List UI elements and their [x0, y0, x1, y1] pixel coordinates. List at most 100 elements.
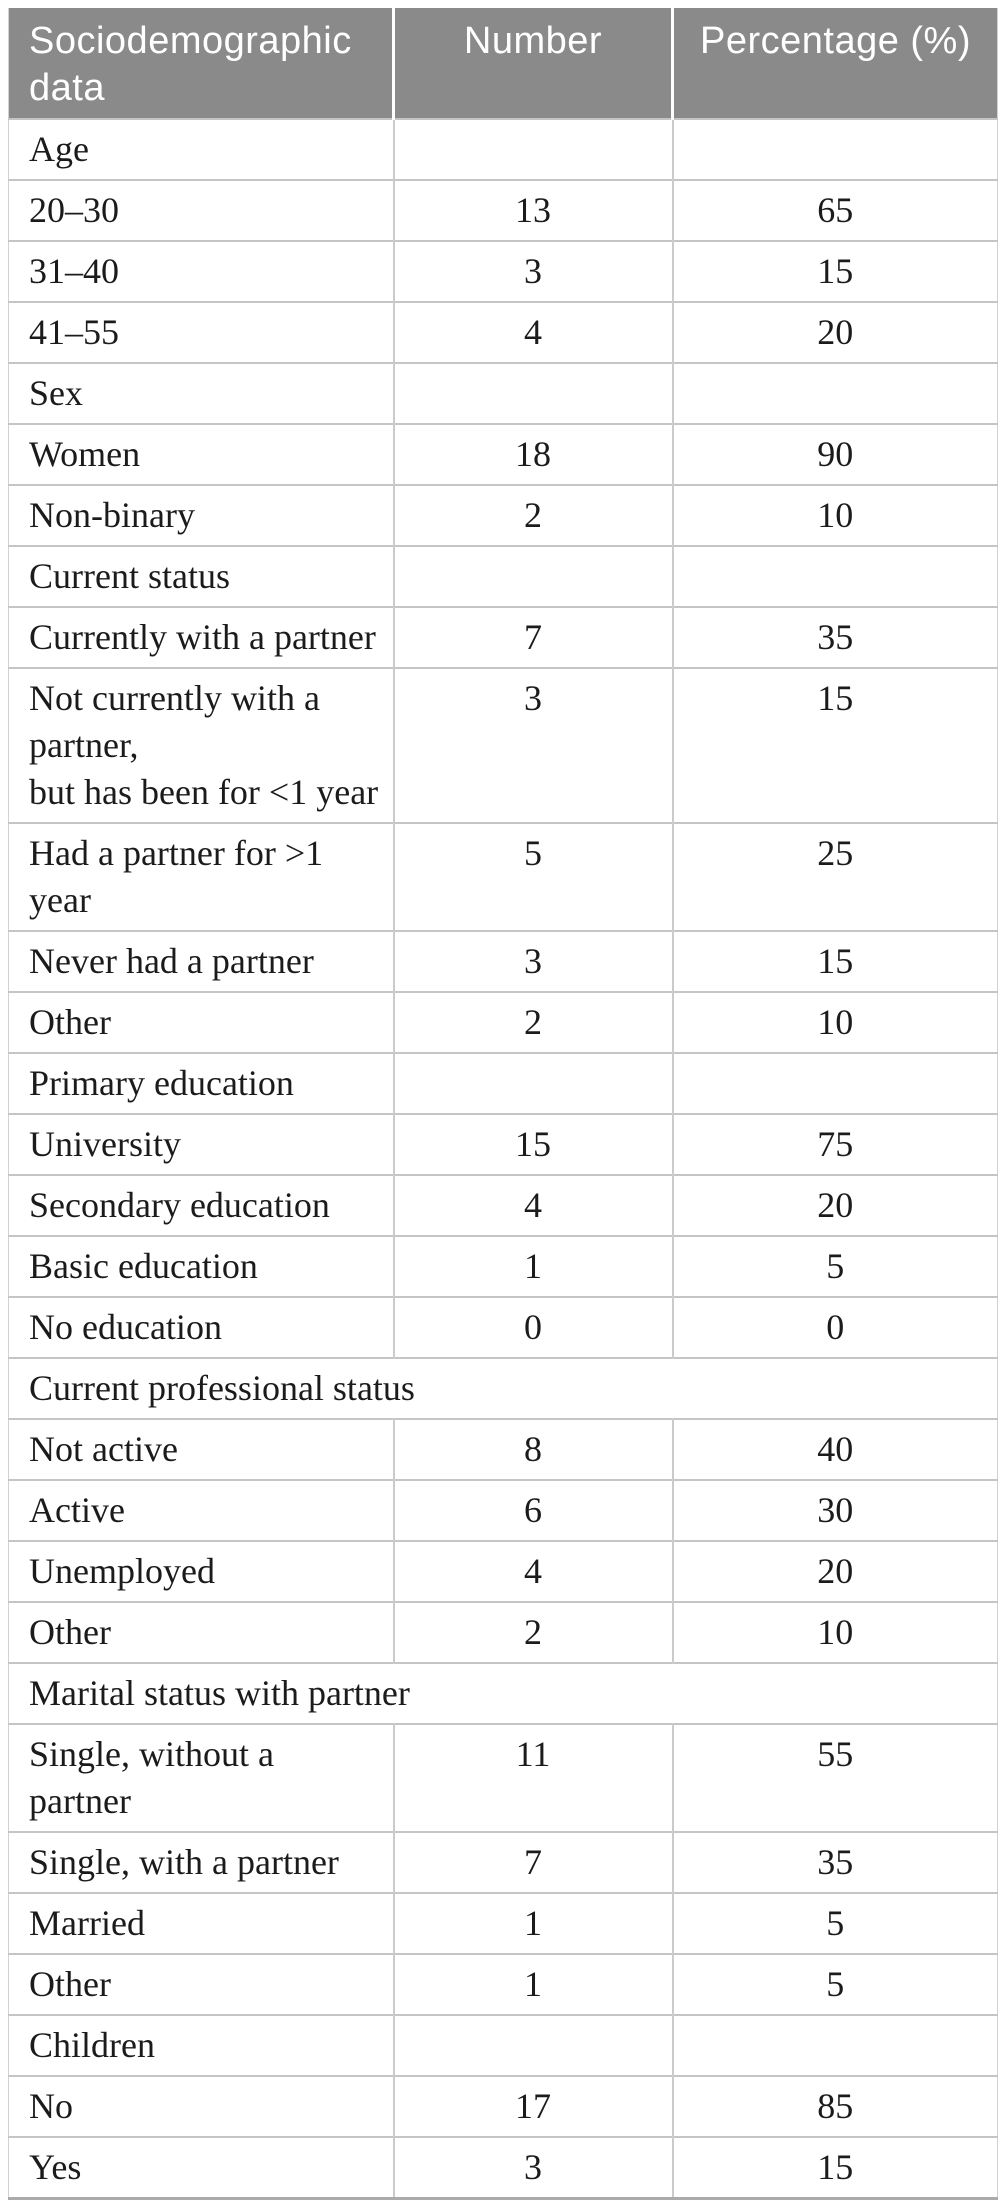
percentage-cell: 35: [672, 606, 998, 668]
row-label-cell: Not currently with a partner, but has be…: [8, 667, 395, 823]
row-label-cell: Single, without a partner: [8, 1723, 395, 1832]
percentage-cell: 15: [672, 930, 998, 992]
table-row: 20–30 13 65: [8, 179, 998, 241]
header-cell-percentage: Percentage (%): [671, 8, 998, 120]
number-cell: 15: [393, 1113, 674, 1175]
row-label-cell: Current professional status: [8, 1357, 673, 1419]
row-label-cell: University: [8, 1113, 395, 1175]
row-label-cell: Married: [8, 1892, 395, 1954]
table-row: Single, with a partner 7 35: [8, 1831, 998, 1893]
row-label-cell: Primary education: [8, 1052, 395, 1114]
percentage-cell: 5: [672, 1235, 998, 1297]
row-label-cell: 20–30: [8, 179, 395, 241]
table-row: Not currently with a partner, but has be…: [8, 667, 998, 823]
header-cell-sociodemographic-data: Sociodemographic data: [8, 8, 394, 120]
number-cell: [393, 362, 674, 424]
table-row: 41–55 4 20: [8, 301, 998, 363]
number-cell: 0: [393, 1296, 674, 1358]
row-label-cell: Women: [8, 423, 395, 485]
row-label-cell: No: [8, 2075, 395, 2137]
table-row: Unemployed 4 20: [8, 1540, 998, 1602]
percentage-cell: 55: [672, 1723, 998, 1832]
percentage-cell: 15: [672, 240, 998, 302]
row-label-cell: Non-binary: [8, 484, 395, 546]
row-label-cell: Basic education: [8, 1235, 395, 1297]
percentage-cell: 15: [672, 2136, 998, 2199]
number-cell: [393, 2014, 674, 2076]
table-row: Non-binary 2 10: [8, 484, 998, 546]
percentage-cell: 5: [672, 1953, 998, 2015]
row-label-cell: Currently with a partner: [8, 606, 395, 668]
percentage-cell: 75: [672, 1113, 998, 1175]
number-cell: [393, 1052, 674, 1114]
row-label-cell: No education: [8, 1296, 395, 1358]
number-cell: 1: [393, 1235, 674, 1297]
section-row: Primary education: [8, 1052, 998, 1114]
number-cell: 8: [393, 1418, 674, 1480]
section-row: Current status: [8, 545, 998, 607]
percentage-cell: 20: [672, 1174, 998, 1236]
row-label-cell: Had a partner for >1 year: [8, 822, 395, 931]
number-cell: 3: [393, 2136, 674, 2199]
percentage-cell: [672, 545, 998, 607]
percentage-cell: 20: [672, 1540, 998, 1602]
percentage-cell: [672, 1357, 998, 1419]
table-row: Other 2 10: [8, 991, 998, 1053]
table-row: No 17 85: [8, 2075, 998, 2137]
row-label-cell: 31–40: [8, 240, 395, 302]
number-cell: 18: [393, 423, 674, 485]
header-row: Sociodemographic data Number Percentage …: [8, 8, 998, 120]
number-cell: 11: [393, 1723, 674, 1832]
row-label-cell: Yes: [8, 2136, 395, 2199]
percentage-cell: 25: [672, 822, 998, 931]
number-cell: 13: [393, 179, 674, 241]
number-cell: 4: [393, 301, 674, 363]
table-row: Not active 8 40: [8, 1418, 998, 1480]
percentage-cell: 15: [672, 667, 998, 823]
number-cell: [393, 118, 674, 180]
number-cell: 5: [393, 822, 674, 931]
row-label-cell: Age: [8, 118, 395, 180]
section-row: Current professional status: [8, 1357, 998, 1419]
number-cell: 7: [393, 1831, 674, 1893]
percentage-cell: 10: [672, 484, 998, 546]
number-cell: 2: [393, 484, 674, 546]
percentage-cell: 20: [672, 301, 998, 363]
percentage-cell: 35: [672, 1831, 998, 1893]
percentage-cell: 30: [672, 1479, 998, 1541]
percentage-cell: 10: [672, 1601, 998, 1663]
row-label-cell: Secondary education: [8, 1174, 395, 1236]
table-row: Never had a partner 3 15: [8, 930, 998, 992]
row-label-cell: Not active: [8, 1418, 395, 1480]
number-cell: 2: [393, 1601, 674, 1663]
percentage-cell: [672, 362, 998, 424]
table-header: Sociodemographic data Number Percentage …: [8, 8, 998, 120]
number-cell: 3: [393, 667, 674, 823]
table-row: 31–40 3 15: [8, 240, 998, 302]
header-cell-number: Number: [392, 8, 673, 120]
sociodemographic-table: Sociodemographic data Number Percentage …: [8, 8, 998, 2200]
percentage-cell: [672, 1052, 998, 1114]
number-cell: 3: [393, 930, 674, 992]
table-row: Secondary education 4 20: [8, 1174, 998, 1236]
percentage-cell: 5: [672, 1892, 998, 1954]
number-cell: 2: [393, 991, 674, 1053]
row-label-cell: Never had a partner: [8, 930, 395, 992]
percentage-cell: 10: [672, 991, 998, 1053]
row-label-cell: 41–55: [8, 301, 395, 363]
percentage-cell: 40: [672, 1418, 998, 1480]
row-label-cell: Marital status with partner: [8, 1662, 673, 1724]
table-row: Basic education 1 5: [8, 1235, 998, 1297]
table-row: Currently with a partner 7 35: [8, 606, 998, 668]
table-row: University 15 75: [8, 1113, 998, 1175]
number-cell: 4: [393, 1174, 674, 1236]
number-cell: 4: [393, 1540, 674, 1602]
table-body: Age 20–30 13 65 31–40 3 15 41–55 4 20 Sex Women 18 90…: [8, 118, 998, 2199]
number-cell: 3: [393, 240, 674, 302]
table-row: Single, without a partner 11 55: [8, 1723, 998, 1832]
row-label-cell: Other: [8, 1953, 395, 2015]
section-row: Sex: [8, 362, 998, 424]
section-row: Marital status with partner: [8, 1662, 998, 1724]
section-row: Children: [8, 2014, 998, 2076]
